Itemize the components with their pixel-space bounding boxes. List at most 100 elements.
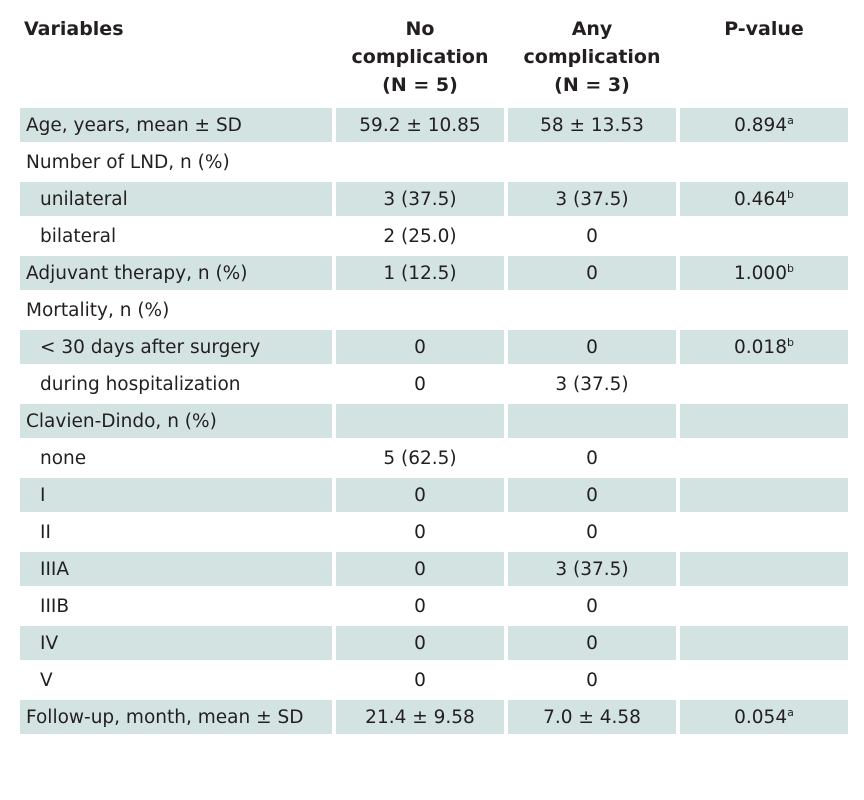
cell-no-complication: 3 (37.5) bbox=[336, 182, 504, 216]
row-label: bilateral bbox=[40, 225, 117, 247]
header-line: complication bbox=[351, 46, 489, 68]
cell-any-complication: 0 bbox=[508, 626, 676, 660]
results-table: Variables No complication (N = 5) Any compl… bbox=[16, 10, 852, 737]
cell-no-complication: 0 bbox=[414, 521, 426, 543]
p-value-footnote: b bbox=[786, 261, 794, 275]
cell-p-value bbox=[680, 404, 848, 438]
row-label: I bbox=[20, 478, 332, 512]
table-body: Age, years, mean ± SD 59.2 ± 10.85 58 ± 13… bbox=[20, 108, 848, 734]
cell-any-complication: 0 bbox=[508, 478, 676, 512]
p-value-footnote: a bbox=[787, 705, 794, 719]
row-label: none bbox=[40, 447, 87, 469]
cell-any-complication bbox=[508, 404, 676, 438]
cell-no-complication: 1 (12.5) bbox=[336, 256, 504, 290]
table-row: during hospitalization 0 3 (37.5) bbox=[20, 367, 848, 401]
table-row: IIIB 0 0 bbox=[20, 589, 848, 623]
cell-p-value: 0.054a bbox=[680, 700, 848, 734]
cell-any-complication: 3 (37.5) bbox=[508, 182, 676, 216]
cell-p-value bbox=[680, 441, 848, 475]
p-value-text: 0.054 bbox=[734, 706, 788, 728]
table-row: none 5 (62.5) 0 bbox=[20, 441, 848, 475]
header-no-complication: No complication (N = 5) bbox=[336, 13, 504, 105]
table-row: Mortality, n (%) bbox=[20, 293, 848, 327]
cell-any-complication: 7.0 ± 4.58 bbox=[508, 700, 676, 734]
cell-any-complication bbox=[508, 293, 676, 327]
cell-p-value bbox=[680, 367, 848, 401]
row-label: IV bbox=[20, 626, 332, 660]
header-variables: Variables bbox=[20, 13, 332, 105]
cell-no-complication bbox=[336, 145, 504, 179]
table-row: IIIA 0 3 (37.5) bbox=[20, 552, 848, 586]
cell-any-complication: 0 bbox=[586, 225, 598, 247]
cell-any-complication: 0 bbox=[508, 256, 676, 290]
row-label: Number of LND, n (%) bbox=[26, 151, 230, 173]
row-label: II bbox=[40, 521, 51, 543]
cell-no-complication: 0 bbox=[336, 330, 504, 364]
cell-no-complication: 0 bbox=[414, 595, 426, 617]
cell-no-complication bbox=[336, 293, 504, 327]
table-row: Adjuvant therapy, n (%) 1 (12.5) 0 1.000b bbox=[20, 256, 848, 290]
header-line: Any bbox=[571, 18, 613, 40]
cell-p-value bbox=[680, 515, 848, 549]
cell-no-complication: 0 bbox=[336, 478, 504, 512]
table-row: IV 0 0 bbox=[20, 626, 848, 660]
table-row: Follow-up, month, mean ± SD 21.4 ± 9.58 7.… bbox=[20, 700, 848, 734]
row-label: unilateral bbox=[20, 182, 332, 216]
row-label: Follow-up, month, mean ± SD bbox=[20, 700, 332, 734]
table-row: < 30 days after surgery 0 0 0.018b bbox=[20, 330, 848, 364]
cell-p-value bbox=[680, 293, 848, 327]
cell-no-complication: 5 (62.5) bbox=[383, 447, 457, 469]
cell-any-complication: 3 (37.5) bbox=[555, 373, 629, 395]
cell-no-complication: 0 bbox=[414, 669, 426, 691]
header-row: Variables No complication (N = 5) Any compl… bbox=[20, 13, 848, 105]
cell-p-value bbox=[680, 663, 848, 697]
table-row: unilateral 3 (37.5) 3 (37.5) 0.464b bbox=[20, 182, 848, 216]
cell-p-value: 0.018b bbox=[680, 330, 848, 364]
table-row: bilateral 2 (25.0) 0 bbox=[20, 219, 848, 253]
cell-p-value: 1.000b bbox=[680, 256, 848, 290]
p-value-text: 0.894 bbox=[734, 114, 788, 136]
cell-no-complication: 0 bbox=[336, 626, 504, 660]
row-label: Age, years, mean ± SD bbox=[20, 108, 332, 142]
p-value-text: 0.018 bbox=[734, 336, 787, 358]
cell-no-complication: 0 bbox=[414, 373, 426, 395]
table-row: Age, years, mean ± SD 59.2 ± 10.85 58 ± 13… bbox=[20, 108, 848, 142]
cell-any-complication: 0 bbox=[586, 521, 598, 543]
header-p-value: P-value bbox=[680, 13, 848, 105]
cell-p-value bbox=[680, 589, 848, 623]
cell-p-value bbox=[680, 626, 848, 660]
cell-any-complication: 0 bbox=[586, 669, 598, 691]
p-value-text: 1.000 bbox=[734, 262, 787, 284]
row-label: Clavien-Dindo, n (%) bbox=[20, 404, 332, 438]
cell-any-complication: 0 bbox=[508, 330, 676, 364]
cell-p-value: 0.464b bbox=[680, 182, 848, 216]
cell-p-value bbox=[680, 219, 848, 253]
row-label: during hospitalization bbox=[40, 373, 241, 395]
cell-any-complication: 0 bbox=[586, 447, 598, 469]
cell-no-complication: 2 (25.0) bbox=[383, 225, 457, 247]
cell-p-value bbox=[680, 552, 848, 586]
cell-p-value bbox=[680, 145, 848, 179]
table-row: V 0 0 bbox=[20, 663, 848, 697]
p-value-footnote: a bbox=[787, 113, 794, 127]
cell-any-complication: 58 ± 13.53 bbox=[508, 108, 676, 142]
row-label: V bbox=[40, 669, 53, 691]
header-line: (N = 5) bbox=[382, 74, 458, 96]
cell-no-complication bbox=[336, 404, 504, 438]
cell-p-value bbox=[680, 478, 848, 512]
header-line: No bbox=[405, 18, 435, 40]
table-row: Number of LND, n (%) bbox=[20, 145, 848, 179]
cell-any-complication: 3 (37.5) bbox=[508, 552, 676, 586]
table-row: Clavien-Dindo, n (%) bbox=[20, 404, 848, 438]
header-line: P-value bbox=[724, 18, 804, 40]
p-value-footnote: b bbox=[786, 335, 794, 349]
row-label: Adjuvant therapy, n (%) bbox=[20, 256, 332, 290]
cell-any-complication bbox=[508, 145, 676, 179]
row-label: IIIA bbox=[20, 552, 332, 586]
table-row: II 0 0 bbox=[20, 515, 848, 549]
cell-no-complication: 0 bbox=[336, 552, 504, 586]
cell-no-complication: 59.2 ± 10.85 bbox=[336, 108, 504, 142]
row-label: IIIB bbox=[40, 595, 70, 617]
header-line: (N = 3) bbox=[554, 74, 630, 96]
